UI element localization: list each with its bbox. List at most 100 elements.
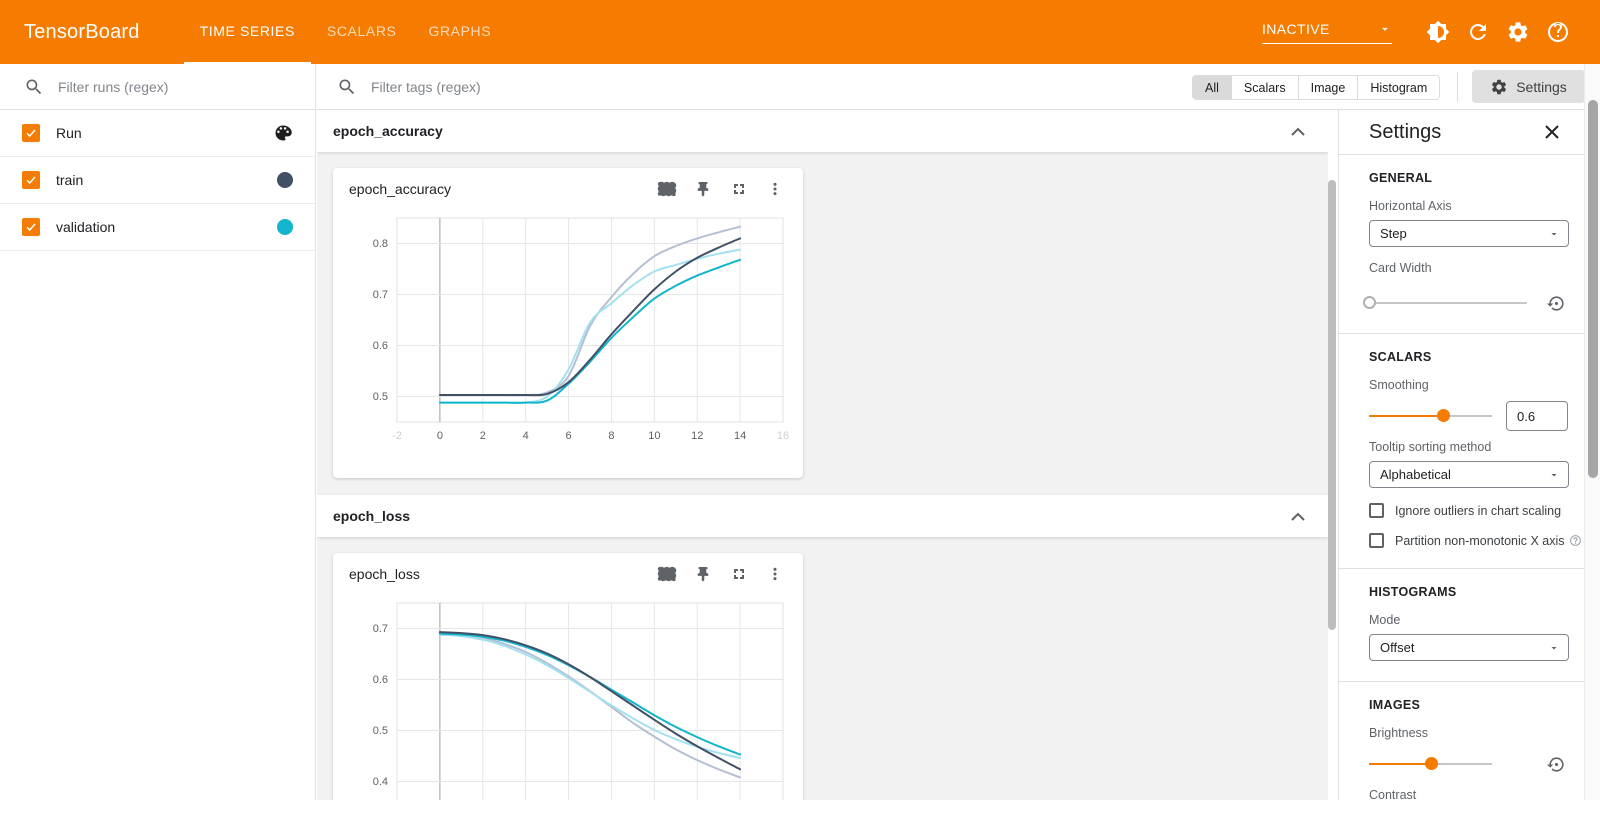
svg-text:0.7: 0.7 bbox=[373, 623, 388, 635]
run-row-all[interactable]: Run bbox=[0, 110, 315, 157]
reset-card-width-button[interactable] bbox=[1544, 291, 1568, 315]
smoothing-value-input[interactable]: 0.6 bbox=[1506, 401, 1568, 431]
pin-icon bbox=[695, 181, 711, 197]
brightness-slider[interactable] bbox=[1369, 763, 1492, 765]
filter-tags-input[interactable] bbox=[371, 79, 891, 95]
run-checkbox-validation[interactable] bbox=[22, 218, 40, 236]
run-color-dot[interactable] bbox=[277, 172, 293, 188]
ignore-outliers-checkbox[interactable] bbox=[1369, 503, 1384, 518]
filter-chip-all[interactable]: All bbox=[1193, 76, 1232, 99]
group-heading: SCALARS bbox=[1369, 350, 1568, 364]
run-checkbox-all[interactable] bbox=[22, 124, 40, 142]
filter-runs-input[interactable] bbox=[58, 79, 278, 95]
card-title: epoch_loss bbox=[349, 566, 420, 582]
run-color-dot[interactable] bbox=[277, 219, 293, 235]
section-header-epoch-accuracy[interactable]: epoch_accuracy bbox=[317, 110, 1328, 152]
filter-chip-scalars[interactable]: Scalars bbox=[1232, 76, 1299, 99]
section-header-epoch-loss[interactable]: epoch_loss bbox=[317, 495, 1328, 537]
fit-domain-icon bbox=[657, 566, 677, 582]
chevron-down-icon bbox=[1548, 469, 1560, 481]
svg-text:6: 6 bbox=[565, 430, 571, 442]
fit-domain-button[interactable] bbox=[649, 174, 685, 204]
partition-x-axis-checkbox-row[interactable]: Partition non-monotonic X axis bbox=[1369, 533, 1568, 548]
section-title: epoch_loss bbox=[333, 508, 410, 524]
ignore-outliers-checkbox-row[interactable]: Ignore outliers in chart scaling bbox=[1369, 503, 1568, 518]
help-button[interactable] bbox=[1538, 12, 1578, 52]
tooltip-sorting-select[interactable]: Alphabetical bbox=[1369, 461, 1569, 488]
kebab-menu-icon bbox=[767, 181, 783, 197]
fullscreen-button[interactable] bbox=[721, 174, 757, 204]
tab-time-series[interactable]: TIME SERIES bbox=[184, 0, 311, 64]
run-name: validation bbox=[56, 219, 115, 235]
settings-toggle-button[interactable]: Settings bbox=[1472, 70, 1585, 103]
experiment-status-select[interactable]: INACTIVE bbox=[1262, 21, 1392, 44]
tab-graphs[interactable]: GRAPHS bbox=[412, 0, 507, 64]
settings-group-images: IMAGES Brightness Contrast bbox=[1339, 682, 1584, 822]
card-width-slider[interactable] bbox=[1369, 302, 1527, 304]
check-icon bbox=[25, 221, 37, 233]
help-outline-icon[interactable] bbox=[1569, 534, 1582, 547]
run-row-train[interactable]: train bbox=[0, 157, 315, 204]
reset-icon bbox=[1547, 755, 1566, 774]
reset-brightness-button[interactable] bbox=[1544, 752, 1568, 776]
svg-text:10: 10 bbox=[648, 430, 660, 442]
tooltip-sorting-label: Tooltip sorting method bbox=[1369, 440, 1568, 454]
filter-chip-histogram[interactable]: Histogram bbox=[1358, 76, 1439, 99]
svg-text:2: 2 bbox=[480, 430, 486, 442]
svg-text:0.6: 0.6 bbox=[373, 340, 388, 352]
smoothing-slider[interactable] bbox=[1369, 415, 1492, 417]
gear-icon bbox=[1506, 20, 1530, 44]
dark-mode-toggle-button[interactable] bbox=[1418, 12, 1458, 52]
refresh-button[interactable] bbox=[1458, 12, 1498, 52]
gear-icon bbox=[1490, 78, 1508, 96]
search-icon bbox=[24, 77, 44, 97]
global-settings-button[interactable] bbox=[1498, 12, 1538, 52]
histogram-mode-select[interactable]: Offset bbox=[1369, 634, 1569, 661]
horizontal-axis-label: Horizontal Axis bbox=[1369, 199, 1568, 213]
svg-text:16: 16 bbox=[777, 430, 789, 442]
chevron-down-icon bbox=[1378, 22, 1392, 36]
collapse-section-button[interactable] bbox=[1284, 117, 1312, 145]
tab-scalars[interactable]: SCALARS bbox=[311, 0, 413, 64]
section-title: epoch_accuracy bbox=[333, 123, 443, 139]
content-scrollbar[interactable] bbox=[1328, 180, 1336, 630]
settings-group-general: GENERAL Horizontal Axis Step Card Width bbox=[1339, 155, 1584, 334]
tags-toolbar: All Scalars Image Histogram Settings bbox=[317, 64, 1584, 110]
collapse-section-button[interactable] bbox=[1284, 502, 1312, 530]
close-icon bbox=[1544, 124, 1560, 140]
group-heading: HISTOGRAMS bbox=[1369, 585, 1568, 599]
svg-text:14: 14 bbox=[734, 430, 746, 442]
palette-icon[interactable] bbox=[273, 123, 293, 143]
fullscreen-icon bbox=[731, 566, 747, 582]
horizontal-axis-select[interactable]: Step bbox=[1369, 220, 1569, 247]
partition-x-axis-checkbox[interactable] bbox=[1369, 533, 1384, 548]
svg-text:0.5: 0.5 bbox=[373, 391, 388, 403]
fit-domain-icon bbox=[657, 181, 677, 197]
chevron-up-icon bbox=[1291, 127, 1305, 136]
pin-icon bbox=[695, 566, 711, 582]
pin-card-button[interactable] bbox=[685, 174, 721, 204]
check-icon bbox=[25, 127, 37, 139]
run-checkbox-train[interactable] bbox=[22, 171, 40, 189]
settings-group-histograms: HISTOGRAMS Mode Offset bbox=[1339, 569, 1584, 682]
page-scrollbar-track[interactable] bbox=[1584, 64, 1600, 800]
filter-chip-image[interactable]: Image bbox=[1299, 76, 1359, 99]
fit-domain-button[interactable] bbox=[649, 559, 685, 589]
pin-card-button[interactable] bbox=[685, 559, 721, 589]
smoothing-label: Smoothing bbox=[1369, 378, 1568, 392]
page-scrollbar-thumb[interactable] bbox=[1588, 100, 1598, 478]
run-row-validation[interactable]: validation bbox=[0, 204, 315, 251]
fullscreen-button[interactable] bbox=[721, 559, 757, 589]
runs-sidebar: Run train validation bbox=[0, 64, 316, 800]
main-tabs: TIME SERIES SCALARS GRAPHS bbox=[184, 0, 508, 64]
more-options-button[interactable] bbox=[757, 559, 793, 589]
svg-text:0: 0 bbox=[437, 430, 443, 442]
histogram-mode-label: Mode bbox=[1369, 613, 1568, 627]
filter-runs-row bbox=[0, 64, 315, 110]
svg-text:8: 8 bbox=[608, 430, 614, 442]
more-options-button[interactable] bbox=[757, 174, 793, 204]
close-settings-button[interactable] bbox=[1538, 118, 1566, 146]
